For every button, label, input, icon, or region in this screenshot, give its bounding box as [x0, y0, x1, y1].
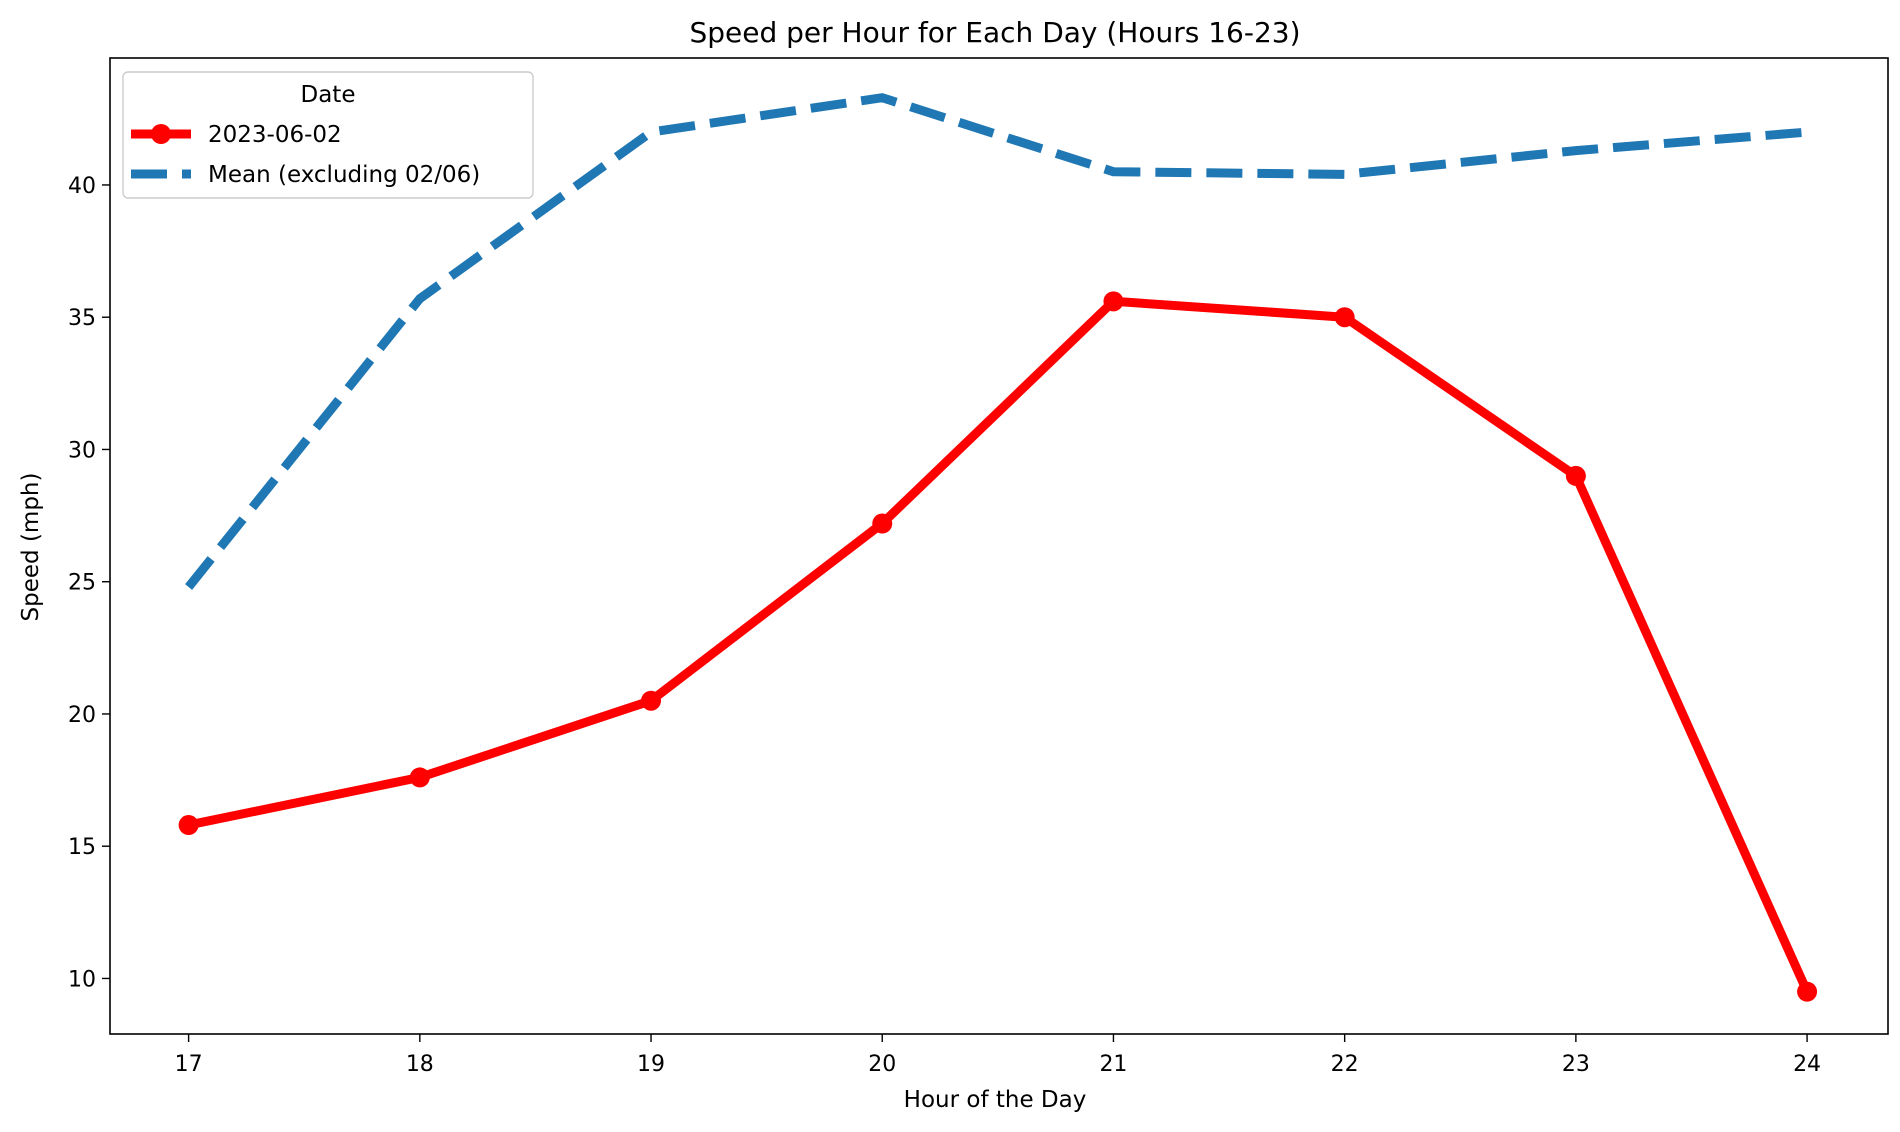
legend-box: [122, 71, 534, 199]
y-tick-label-10: 10: [68, 967, 96, 992]
series-1-point-23: [1565, 465, 1586, 486]
legend: Date 2023-06-02 Mean (excluding 02/06): [122, 71, 534, 199]
y-tick-label-30: 30: [68, 438, 96, 463]
y-axis-title: Speed (mph): [18, 473, 44, 622]
legend-title: Date: [301, 82, 356, 108]
y-tick-label-40: 40: [68, 174, 96, 199]
y-tick-label-25: 25: [68, 571, 96, 596]
series-1-point-22: [1334, 307, 1355, 328]
x-tick-label-23: 23: [1562, 1052, 1590, 1077]
legend-label-2: Mean (excluding 02/06): [208, 162, 480, 188]
y-tick-label-20: 20: [68, 703, 96, 728]
series-line-1: [187, 296, 1812, 994]
series-line-2: [185, 93, 1808, 590]
chart-title: Speed per Hour for Each Day (Hours 16-23…: [689, 16, 1300, 49]
series-layer: [178, 93, 1818, 1002]
y-tick-label-15: 15: [68, 835, 96, 860]
x-tick-label-19: 19: [637, 1052, 665, 1077]
x-tick-label-18: 18: [406, 1052, 434, 1077]
x-tick-label-17: 17: [175, 1052, 203, 1077]
series-1-point-21: [1103, 291, 1124, 312]
x-tick-label-24: 24: [1793, 1052, 1821, 1077]
axes-frame: [109, 57, 1889, 1035]
x-axis-title: Hour of the Day: [904, 1087, 1087, 1113]
x-tick-label-20: 20: [868, 1052, 896, 1077]
legend-marker-1: [151, 124, 171, 144]
y-tick-label-35: 35: [68, 306, 96, 331]
series-1-point-18: [409, 767, 430, 788]
x-tick-label-21: 21: [1099, 1052, 1127, 1077]
series-1-point-19: [641, 690, 662, 711]
legend-label-1: 2023-06-02: [208, 122, 342, 148]
series-1-point-24: [1797, 981, 1818, 1002]
x-tick-label-22: 22: [1331, 1052, 1359, 1077]
plot-area: 17 18 19 20 21 22 23 24 10 15 20 25 30 35 40: [68, 57, 1889, 1077]
series-1-point-17: [178, 815, 199, 836]
series-1-point-20: [872, 513, 893, 534]
